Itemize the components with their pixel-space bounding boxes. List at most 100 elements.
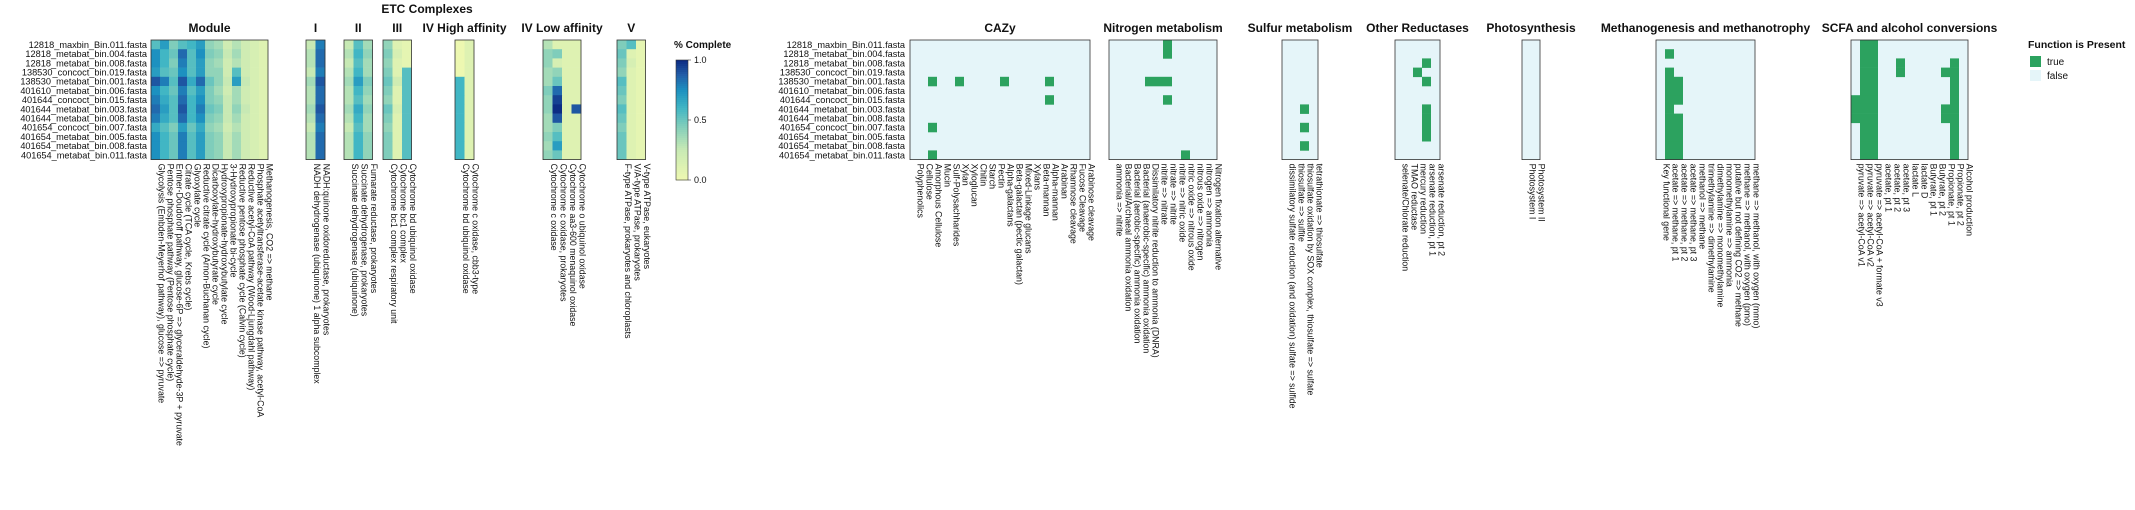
- function-column-label: Xylans: [1033, 164, 1043, 191]
- heat-cell: [402, 67, 412, 78]
- heat-cell: [232, 141, 242, 151]
- heat-cell: [259, 67, 269, 78]
- presence-cell: [1950, 122, 1959, 133]
- function-column-label: Xyloglucan: [970, 164, 980, 207]
- heat-cell: [464, 40, 475, 50]
- heat-cell: [196, 113, 206, 124]
- presence-cell: [1950, 104, 1959, 114]
- heat-cell: [383, 141, 393, 151]
- module-column-label: Reductive citrate cycle (Arnon-Buchanan …: [202, 164, 212, 349]
- heat-cell: [344, 40, 354, 50]
- function-column-label: Fucose Cleavage: [1078, 164, 1088, 233]
- heat-cell: [232, 67, 242, 78]
- presence-cell: [1674, 76, 1683, 87]
- heat-cell: [259, 141, 269, 151]
- heat-cell: [552, 49, 563, 59]
- row-label: 401654_metabat_bin.011.fasta: [21, 150, 148, 160]
- function-column-label: Propionate, pt 2: [1956, 164, 1966, 226]
- heat-cell: [363, 76, 373, 87]
- heat-cell: [214, 58, 224, 68]
- heat-cell: [344, 76, 354, 87]
- heat-cell: [617, 40, 627, 50]
- presence-cell: [1869, 104, 1878, 114]
- heat-cell: [241, 150, 251, 160]
- presence-cell: [1181, 150, 1190, 160]
- heat-cell: [160, 132, 170, 142]
- panel-title: Module: [189, 21, 231, 35]
- heat-cell: [306, 67, 316, 78]
- heat-cell: [636, 122, 646, 133]
- heat-cell: [259, 40, 269, 50]
- heat-cell: [169, 86, 179, 96]
- heat-cell: [617, 150, 627, 160]
- legend-title: Function is Present: [2028, 39, 2126, 51]
- heat-cell: [214, 76, 224, 87]
- heat-cell: [464, 150, 475, 160]
- module-column-label: Succinate dehydrogenase (ubiquinone): [350, 164, 360, 317]
- function-column-label: methane => methanol, with oxygen (pmo): [1743, 164, 1753, 326]
- heat-cell: [306, 58, 316, 68]
- function-column-label: Beta-galactan (pectic galactan): [1015, 164, 1025, 285]
- heat-cell: [223, 113, 233, 124]
- panel-frame: [150, 39, 269, 160]
- heat-cell: [196, 67, 206, 78]
- row-label: 401644_metabat_bin.008.fasta: [20, 114, 148, 124]
- panel-background: [1522, 40, 1540, 160]
- heat-cell: [571, 141, 582, 151]
- function-column-label: lactate L: [1911, 164, 1921, 197]
- function-column-label: trimethylamine => dimethylamine: [1707, 164, 1717, 293]
- function-column-label: nitrous oxide => nitrogen: [1196, 164, 1206, 261]
- heat-cell: [214, 122, 224, 133]
- heat-cell: [617, 67, 627, 78]
- presence-cell: [1674, 132, 1683, 142]
- heat-cell: [250, 67, 260, 78]
- heat-cell: [259, 122, 269, 133]
- row-label: 401610_metabat_bin.006.fasta: [778, 86, 906, 96]
- heat-cell: [259, 113, 269, 124]
- colorbar-segment: [676, 164, 688, 167]
- colorbar-segment: [676, 140, 688, 143]
- heat-cell: [259, 132, 269, 142]
- row-label: 12818_metabat_bin.008.fasta: [783, 58, 905, 68]
- heat-cell: [353, 58, 364, 68]
- function-column-label: Starch: [988, 164, 998, 190]
- row-label: 12818_metabat_bin.004.fasta: [783, 49, 905, 59]
- heat-cell: [571, 150, 582, 160]
- heat-cell: [402, 122, 412, 133]
- heat-cell: [151, 122, 161, 133]
- heat-cell: [543, 113, 553, 124]
- heat-cell: [636, 76, 646, 87]
- heat-cell: [241, 122, 251, 133]
- heat-cell: [178, 76, 188, 87]
- heat-cell: [383, 40, 393, 50]
- presence-cell: [1941, 67, 1950, 78]
- presence-cell: [1869, 40, 1878, 50]
- panel-frame: [1655, 39, 1756, 160]
- heat-cell: [151, 104, 161, 114]
- heat-cell: [344, 132, 354, 142]
- heat-cell: [187, 113, 197, 124]
- module-column-label: Succinate dehydrogenase, prokaryotes: [359, 164, 369, 317]
- row-label: 12818_maxbin_Bin.011.fasta: [787, 40, 906, 50]
- colorbar-segment: [676, 130, 688, 133]
- heat-cell: [259, 49, 269, 59]
- heat-cell: [455, 150, 465, 160]
- colorbar-segment: [676, 144, 688, 147]
- colorbar-segment: [676, 132, 688, 135]
- colorbar-segment: [676, 102, 688, 105]
- panel-frame: [1394, 39, 1441, 160]
- module-column-label: Citrate cycle (TCA cycle, Krebs cycle): [184, 164, 194, 311]
- heat-cell: [232, 113, 242, 124]
- heat-cell: [353, 150, 364, 160]
- heat-cell: [223, 49, 233, 59]
- function-column-label: tetrathionate => thiosulfate: [1315, 164, 1325, 268]
- heat-cell: [363, 49, 373, 59]
- row-label: 401644_concoct_bin.015.fasta: [22, 95, 148, 105]
- colorbar-tick-label: 0.0: [694, 175, 707, 185]
- function-column-label: nitrate => nitrite: [1169, 164, 1179, 225]
- presence-cell: [1665, 113, 1674, 124]
- colorbar-segment: [676, 162, 688, 165]
- row-label: 401654_metabat_bin.005.fasta: [778, 132, 906, 142]
- heat-cell: [543, 86, 553, 96]
- heat-cell: [402, 113, 412, 124]
